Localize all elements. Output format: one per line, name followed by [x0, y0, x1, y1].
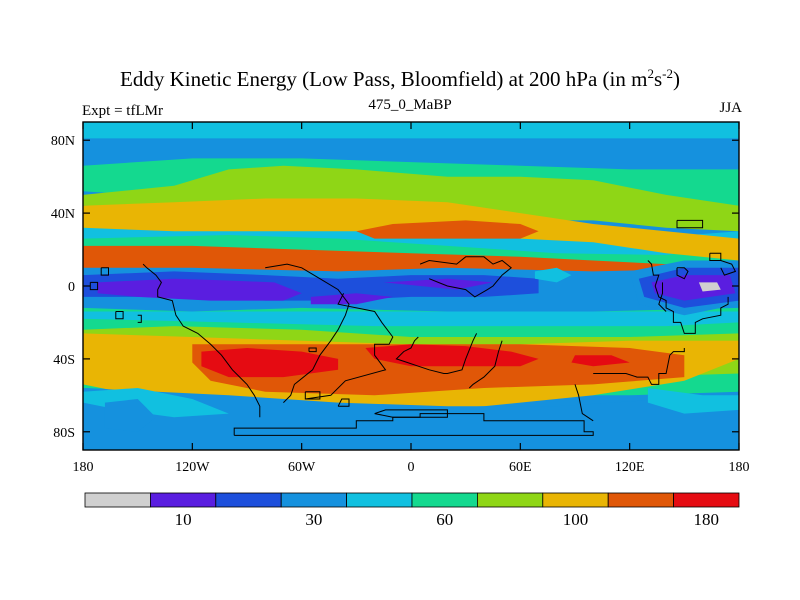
coastline-13	[647, 260, 729, 334]
contour-region-18	[571, 355, 630, 367]
y-tick-label: 40S	[53, 353, 75, 368]
colorbar-label: 30	[305, 510, 322, 529]
coastline-8	[395, 333, 478, 374]
contour-region-28	[651, 275, 736, 301]
x-tick-label: 180	[73, 460, 94, 475]
contour-region-30	[534, 267, 572, 283]
coastline-10	[374, 409, 448, 418]
y-tick-label: 0	[68, 280, 75, 295]
axes: 180 120W 60W 0 60E 120E 180 80N 40N 0 40S 80S	[51, 122, 750, 475]
contour-region-23	[97, 278, 302, 301]
colorbar-swatch-2	[215, 492, 282, 508]
y-tick-label: 40N	[51, 207, 75, 222]
contour-region-17	[365, 344, 539, 367]
x-tick-label: 120E	[615, 460, 645, 475]
contour-region-33	[647, 388, 739, 414]
colorbar-swatch-1	[149, 492, 217, 508]
coastline-18	[676, 219, 704, 229]
coastline-5	[304, 391, 321, 400]
colorbar-swatch-8	[607, 492, 675, 508]
colorbar-label: 10	[175, 510, 192, 529]
coastline-17	[720, 260, 737, 276]
contour-region-16	[201, 348, 339, 378]
contour-region-31	[83, 388, 739, 450]
contour-region-29	[698, 282, 721, 292]
plot-area	[83, 122, 739, 450]
coastline-12	[574, 384, 594, 422]
y-tick-label: 80S	[53, 426, 75, 441]
colorbar-label: 180	[694, 510, 720, 529]
colorbar-label: 100	[563, 510, 589, 529]
coastline-22	[137, 314, 142, 323]
contour-region-15	[356, 220, 539, 239]
coastline-9	[468, 340, 503, 389]
contour-region-34	[104, 399, 156, 432]
x-tick-label: 120W	[175, 460, 210, 475]
colorbar-swatch-0	[84, 492, 151, 508]
coastline-1	[142, 263, 261, 418]
subtitle-left: Expt = tfLMr	[82, 103, 163, 119]
colorbar: 10 30 60 100 180	[84, 492, 740, 529]
subtitle-right: JJA	[719, 100, 742, 116]
contour-region-8	[83, 165, 739, 232]
coastline-4	[308, 347, 317, 353]
colorbar-swatch-9	[673, 492, 740, 508]
coastline-0	[233, 413, 594, 436]
chart-title: Eddy Kinetic Energy (Low Pass, Bloomfiel…	[120, 66, 680, 91]
colorbar-swatch-4	[346, 492, 413, 508]
coastline-15	[676, 267, 689, 280]
x-tick-label: 180	[729, 460, 750, 475]
colorbar-swatch-3	[280, 492, 348, 508]
coastline-2	[265, 263, 350, 403]
coastline-19	[89, 281, 99, 291]
coastline-14	[658, 282, 667, 312]
coastline-layer	[89, 219, 737, 436]
subtitle-center: 475_0_MaBP	[368, 97, 452, 113]
coastline-7	[419, 256, 512, 298]
x-tick-label: 0	[408, 460, 415, 475]
contour-region-25	[383, 278, 493, 290]
colorbar-swatch-6	[476, 492, 544, 508]
colorbar-swatch-5	[411, 492, 478, 508]
contour-region-24	[310, 293, 393, 305]
coastline-11	[593, 348, 685, 385]
y-tick-label: 80N	[51, 134, 75, 149]
coastline-6	[337, 398, 350, 407]
contour-region-0	[83, 122, 739, 139]
x-tick-label: 60W	[288, 460, 316, 475]
coastline-20	[115, 311, 124, 320]
x-tick-label: 60E	[509, 460, 532, 475]
colorbar-swatch-7	[542, 492, 609, 508]
colorbar-label: 60	[436, 510, 453, 529]
coastline-21	[100, 267, 109, 276]
coastline-3	[305, 293, 394, 400]
